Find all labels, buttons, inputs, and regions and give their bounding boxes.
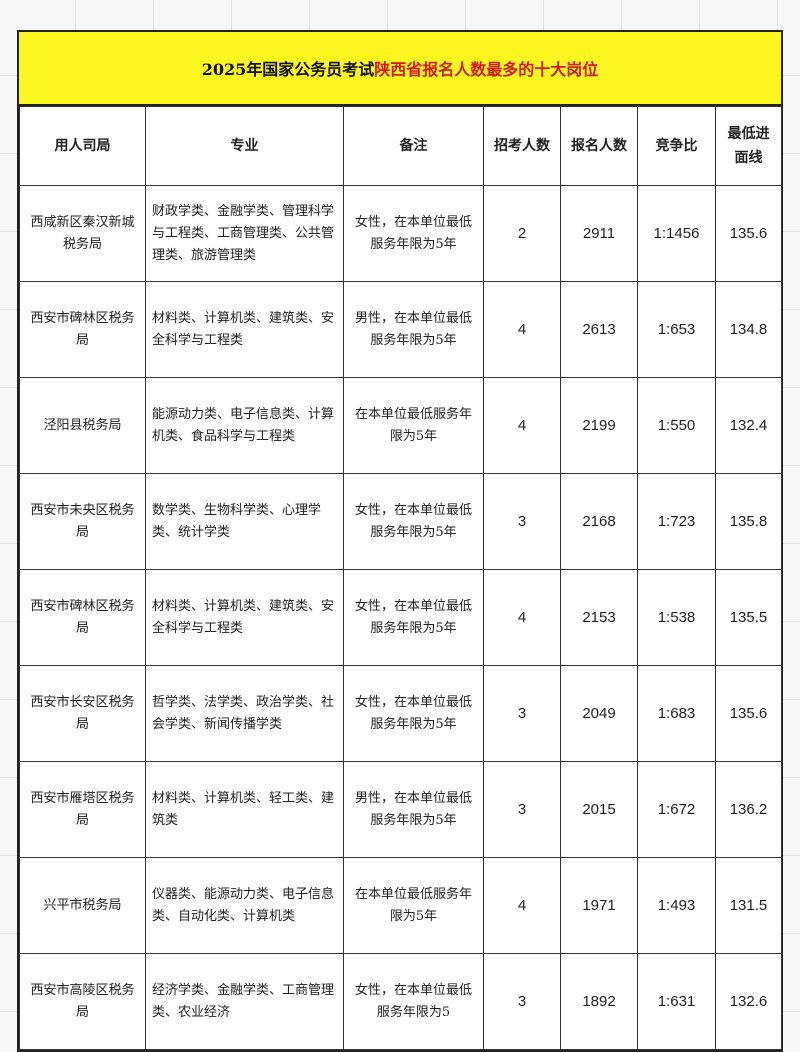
- cell-applicants: 1971: [560, 857, 638, 954]
- cell-unit: 兴平市税务局: [19, 857, 146, 954]
- table-row: 西安市碑林区税务局 材料类、计算机类、建筑类、安全科学与工程类 男性，在本单位最低服…: [19, 281, 782, 378]
- cell-major: 材料类、计算机类、建筑类、安全科学与工程类: [145, 569, 344, 666]
- cell-major: 材料类、计算机类、建筑类、安全科学与工程类: [145, 281, 344, 378]
- cell-unit: 西安市雁塔区税务局: [19, 761, 146, 858]
- table-row: 泾阳县税务局 能源动力类、电子信息类、计算机类、食品科学与工程类 在本单位最低服务年…: [19, 377, 782, 474]
- cell-ratio: 1:631: [637, 953, 716, 1050]
- header-recruit: 招考人数: [483, 106, 561, 186]
- cell-note: 在本单位最低服务年限为5年: [343, 377, 484, 474]
- cell-ratio: 1:672: [637, 761, 716, 858]
- cell-recruit: 2: [483, 185, 561, 282]
- cell-ratio: 1:683: [637, 665, 716, 762]
- table-row: 兴平市税务局 仪器类、能源动力类、电子信息类、自动化类、计算机类 在本单位最低服务年…: [19, 857, 782, 954]
- title-red: 陕西省报名人数最多的十大岗位: [374, 60, 599, 79]
- cell-unit: 西安市未央区税务局: [19, 473, 146, 570]
- cell-note: 女性，在本单位最低服务年限为5年: [343, 569, 484, 666]
- cell-note: 男性，在本单位最低服务年限为5年: [343, 281, 484, 378]
- table-row: 西安市长安区税务局 哲学类、法学类、政治学类、社会学类、新闻传播学类 女性，在本单位…: [19, 665, 782, 762]
- cell-unit: 西安市长安区税务局: [19, 665, 146, 762]
- header-unit: 用人司局: [19, 106, 146, 186]
- cell-major: 数学类、生物科学类、心理学类、统计学类: [145, 473, 344, 570]
- cell-applicants: 1892: [560, 953, 638, 1050]
- cell-applicants: 2015: [560, 761, 638, 858]
- cell-note: 女性，在本单位最低服务年限为5年: [343, 185, 484, 282]
- cell-major: 能源动力类、电子信息类、计算机类、食品科学与工程类: [145, 377, 344, 474]
- header-row: 用人司局 专业 备注 招考人数 报名人数 竞争比 最低进面线: [19, 106, 782, 186]
- cell-recruit: 4: [483, 569, 561, 666]
- table-row: 西安市未央区税务局 数学类、生物科学类、心理学类、统计学类 女性，在本单位最低服务年…: [19, 473, 782, 570]
- cell-applicants: 2613: [560, 281, 638, 378]
- cell-score: 132.6: [715, 953, 782, 1050]
- cell-recruit: 3: [483, 761, 561, 858]
- table-row: 西安市雁塔区税务局 材料类、计算机类、轻工类、建筑类 男性，在本单位最低服务年限为5…: [19, 761, 782, 858]
- table-title: 2025年国家公务员考试 陕西省报名人数最多的十大岗位: [19, 32, 781, 106]
- table-row: 西咸新区秦汉新城税务局 财政学类、金融学类、管理科学与工程类、工商管理类、公共管理…: [19, 185, 782, 282]
- cell-ratio: 1:538: [637, 569, 716, 666]
- cell-note: 在本单位最低服务年限为5年: [343, 857, 484, 954]
- cell-major: 经济学类、金融学类、工商管理类、农业经济: [145, 953, 344, 1050]
- cell-recruit: 3: [483, 665, 561, 762]
- header-score: 最低进面线: [715, 106, 782, 186]
- cell-score: 131.5: [715, 857, 782, 954]
- cell-score: 135.8: [715, 473, 782, 570]
- cell-score: 135.6: [715, 185, 782, 282]
- cell-note: 女性，在本单位最低服务年限为5: [343, 953, 484, 1050]
- cell-recruit: 4: [483, 857, 561, 954]
- cell-major: 财政学类、金融学类、管理科学与工程类、工商管理类、公共管理类、旅游管理类: [145, 185, 344, 282]
- table-sheet: 2025年国家公务员考试 陕西省报名人数最多的十大岗位 用人司局 专业 备注 招考…: [17, 30, 783, 1052]
- cell-unit: 泾阳县税务局: [19, 377, 146, 474]
- cell-note: 男性，在本单位最低服务年限为5年: [343, 761, 484, 858]
- cell-recruit: 4: [483, 281, 561, 378]
- cell-score: 132.4: [715, 377, 782, 474]
- cell-major: 仪器类、能源动力类、电子信息类、自动化类、计算机类: [145, 857, 344, 954]
- header-applicants: 报名人数: [560, 106, 638, 186]
- cell-score: 136.2: [715, 761, 782, 858]
- cell-recruit: 4: [483, 377, 561, 474]
- cell-note: 女性，在本单位最低服务年限为5年: [343, 665, 484, 762]
- cell-unit: 西咸新区秦汉新城税务局: [19, 185, 146, 282]
- cell-applicants: 2911: [560, 185, 638, 282]
- header-major: 专业: [145, 106, 344, 186]
- table-row: 西安市高陵区税务局 经济学类、金融学类、工商管理类、农业经济 女性，在本单位最低服务…: [19, 953, 782, 1050]
- table-row: 西安市碑林区税务局 材料类、计算机类、建筑类、安全科学与工程类 女性，在本单位最低服…: [19, 569, 782, 666]
- cell-recruit: 3: [483, 953, 561, 1050]
- cell-note: 女性，在本单位最低服务年限为5年: [343, 473, 484, 570]
- cell-score: 134.8: [715, 281, 782, 378]
- header-ratio: 竞争比: [637, 106, 716, 186]
- cell-ratio: 1:1456: [637, 185, 716, 282]
- cell-applicants: 2168: [560, 473, 638, 570]
- cell-ratio: 1:653: [637, 281, 716, 378]
- cell-score: 135.6: [715, 665, 782, 762]
- cell-applicants: 2049: [560, 665, 638, 762]
- cell-unit: 西安市碑林区税务局: [19, 281, 146, 378]
- cell-major: 哲学类、法学类、政治学类、社会学类、新闻传播学类: [145, 665, 344, 762]
- cell-major: 材料类、计算机类、轻工类、建筑类: [145, 761, 344, 858]
- cell-unit: 西安市高陵区税务局: [19, 953, 146, 1050]
- cell-applicants: 2153: [560, 569, 638, 666]
- cell-score: 135.5: [715, 569, 782, 666]
- cell-recruit: 3: [483, 473, 561, 570]
- cell-ratio: 1:493: [637, 857, 716, 954]
- cell-unit: 西安市碑林区税务局: [19, 569, 146, 666]
- positions-table: 用人司局 专业 备注 招考人数 报名人数 竞争比 最低进面线 西咸新区秦汉新城税…: [19, 106, 782, 1050]
- header-note: 备注: [343, 106, 484, 186]
- cell-ratio: 1:723: [637, 473, 716, 570]
- title-black: 2025年国家公务员考试: [201, 60, 375, 79]
- cell-applicants: 2199: [560, 377, 638, 474]
- cell-ratio: 1:550: [637, 377, 716, 474]
